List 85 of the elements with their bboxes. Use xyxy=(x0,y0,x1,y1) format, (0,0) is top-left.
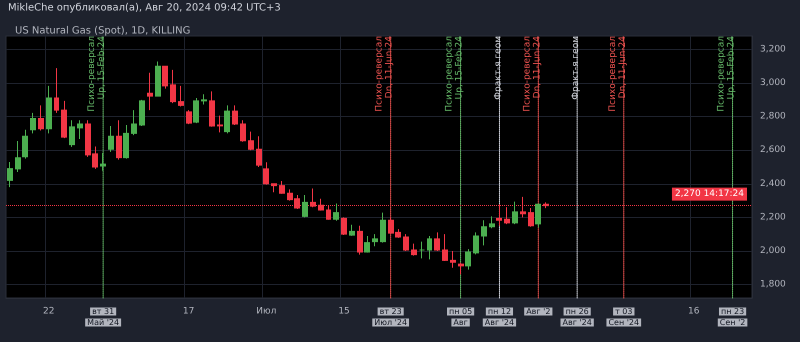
ref-line-label: Психо-реверсал Dn, 11-Jun-24 xyxy=(608,36,628,112)
x-tick-label: 15 xyxy=(338,306,350,316)
y-tick-label: 3,000 xyxy=(760,78,786,88)
candlestick xyxy=(162,66,168,90)
candlestick xyxy=(279,180,285,194)
y-tick-label: 2,800 xyxy=(760,112,786,122)
candlestick xyxy=(341,216,347,236)
candlestick xyxy=(380,212,386,244)
candlestick xyxy=(473,232,479,255)
x-tick-label: вт 31 Май '24 xyxy=(87,307,120,327)
candlestick xyxy=(458,262,464,275)
x-tick-label: пн 05 Авг xyxy=(449,307,472,327)
candlestick xyxy=(302,194,308,218)
candlestick xyxy=(30,112,36,134)
candlestick xyxy=(186,110,192,125)
candlestick xyxy=(100,152,106,172)
candlestick xyxy=(170,69,176,104)
candlestick xyxy=(123,124,129,160)
candlestick xyxy=(248,131,254,151)
candlestick xyxy=(54,68,59,114)
y-tick-label: 2,600 xyxy=(760,145,786,156)
candlestick xyxy=(411,243,417,256)
candlestick xyxy=(232,104,238,126)
candlestick xyxy=(131,110,137,136)
x-tick-label: пн 26 Авг '24 xyxy=(562,307,592,327)
ref-line-label: Фракт-я геом xyxy=(571,36,582,100)
candlestick xyxy=(193,97,199,124)
ref-line-label: Психо-реверсал Dn, 11-Jun-24 xyxy=(522,36,542,112)
candlestick xyxy=(240,120,246,142)
candlestick xyxy=(357,225,363,256)
candlestick xyxy=(442,234,448,262)
x-tick-label: Июл xyxy=(256,306,276,316)
candlestick xyxy=(512,201,518,225)
candlestick xyxy=(209,90,215,128)
candlestick xyxy=(178,85,184,108)
candlestick xyxy=(108,126,114,152)
candlestick xyxy=(22,129,28,160)
y-tick-label: 1,800 xyxy=(760,280,786,290)
candlestick xyxy=(263,162,269,186)
x-tick-label: 22 xyxy=(43,306,54,316)
candlestick xyxy=(77,120,83,140)
y-tick-label: 2,200 xyxy=(760,212,786,222)
x-tick-label: вт 23 Июл '24 xyxy=(374,307,408,327)
candlestick xyxy=(217,115,223,133)
y-tick-label: 2,000 xyxy=(760,246,786,256)
candlestick xyxy=(46,85,52,134)
text: MikleChe опубликовал(а), Авг 20, 2024 09:42 UTC+3 xyxy=(8,2,281,14)
candlestick xyxy=(139,99,145,127)
candlestick xyxy=(481,220,487,246)
candlestick xyxy=(427,236,432,260)
candlestick xyxy=(147,72,153,111)
candlestick xyxy=(349,224,355,236)
x-tick-label: т 03 Сен '24 xyxy=(608,307,640,327)
y-tick-label: 2,400 xyxy=(760,178,786,189)
ref-line-label: Психо-реверсал Dn, 11-Jun-24 xyxy=(374,36,395,112)
candlestick xyxy=(15,140,21,173)
candlestick xyxy=(434,232,440,252)
candlestick xyxy=(450,250,456,268)
ref-line-label: 2,270 14:17:24 xyxy=(674,189,744,200)
candlestick xyxy=(69,120,75,148)
candlestick xyxy=(489,216,495,229)
candlestick xyxy=(535,202,541,228)
x-tick-label: пн 23 Сен '2 xyxy=(720,307,746,327)
candlestick xyxy=(372,234,378,247)
x-tick-label: 17 xyxy=(182,306,194,316)
candlestick xyxy=(271,183,277,193)
candlestick xyxy=(419,241,425,259)
candlestick xyxy=(61,100,67,139)
candlestick xyxy=(38,104,44,132)
candlestick xyxy=(403,234,409,252)
x-tick-label: Авг '2 xyxy=(526,307,550,316)
y-tick-label: 3,200 xyxy=(760,44,786,54)
candlestick xyxy=(224,104,230,134)
candlestick xyxy=(7,161,13,188)
candlestick xyxy=(528,207,534,228)
candlestick xyxy=(116,120,122,160)
candlestick xyxy=(364,236,370,254)
chart-title: US Natural Gas (Spot), 1D, KILLING xyxy=(15,26,190,36)
candlestick xyxy=(201,94,207,106)
x-tick-label: 16 xyxy=(688,306,700,316)
candlestick xyxy=(256,136,262,168)
x-tick-label: пн 12 Авг '24 xyxy=(484,307,514,327)
candlestick xyxy=(155,61,161,97)
candlestick xyxy=(465,248,471,270)
candlestick xyxy=(333,202,339,222)
